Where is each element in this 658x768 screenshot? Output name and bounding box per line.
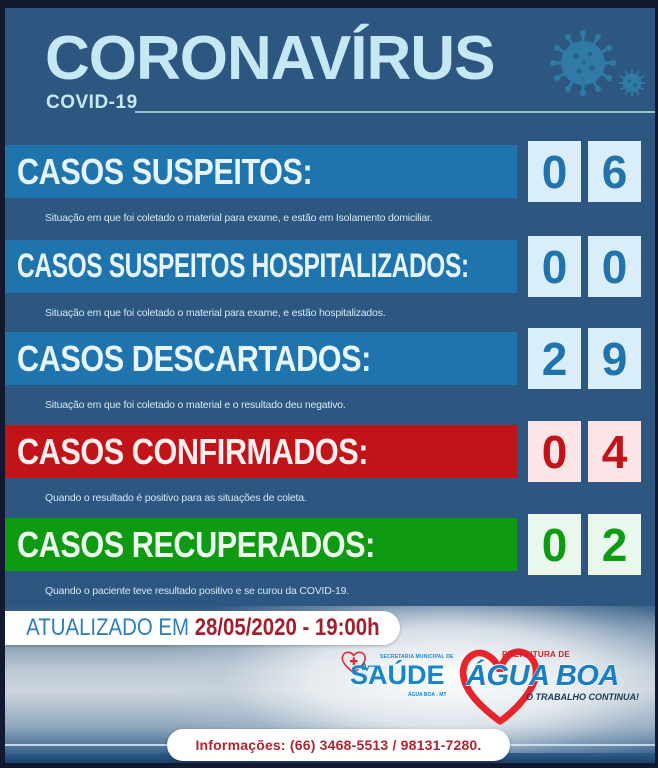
header-divider	[135, 111, 655, 113]
stat-label: CASOS SUSPEITOS:	[17, 150, 313, 192]
saude-top-text: SECRETARIA MUNICIPAL DE	[380, 654, 454, 660]
stat-description: Quando o paciente teve resultado positiv…	[45, 585, 349, 597]
digit-value: 4	[601, 425, 628, 478]
stat-bar: CASOS SUSPEITOS HOSPITALIZADOS:	[5, 240, 517, 293]
stat-bar: CASOS DESCARTADOS:	[5, 332, 517, 385]
updated-ribbon: ATUALIZADO EM 28/05/2020 - 19:00h	[5, 611, 400, 645]
heart-cross-pulse-icon	[341, 651, 378, 675]
stat-description: Situação em que foi coletado o material …	[45, 307, 386, 319]
digit-box: 0	[528, 421, 581, 482]
digit-box: 2	[588, 514, 641, 575]
stat-label: CASOS CONFIRMADOS:	[17, 430, 369, 472]
digit-value: 0	[541, 425, 568, 478]
digit-value: 2	[601, 518, 628, 571]
updated-label: ATUALIZADO EM	[25, 614, 195, 641]
digit-box: 0	[588, 236, 641, 297]
stat-bar: CASOS SUSPEITOS:	[5, 145, 517, 198]
digit-box: 4	[588, 421, 641, 482]
updated-value: 28/05/2020 - 19:00h	[194, 614, 380, 641]
stat-bar: CASOS CONFIRMADOS:	[5, 425, 517, 478]
prefeitura-top-text: PREFEITURA DE	[502, 650, 571, 659]
heart-outline-icon	[459, 648, 540, 725]
prefeitura-logo: PREFEITURA DE ÁGUA BOA O TRABALHO CONTIN…	[450, 634, 640, 732]
digit-box: 9	[588, 328, 641, 389]
stat-label: CASOS DESCARTADOS:	[17, 337, 371, 379]
page-subtitle: COVID-19	[46, 92, 138, 113]
stat-bar: CASOS RECUPERADOS:	[5, 518, 517, 571]
infographic-canvas: CORONAVÍRUS COVID-19	[5, 8, 655, 763]
saude-logo: SECRETARIA MUNICIPAL DE SAÚDE ÁGUA BOA -…	[340, 646, 455, 718]
digit-box: 0	[528, 236, 581, 297]
saude-title: SAÚDE	[350, 660, 445, 690]
digit-value: 6	[601, 145, 628, 198]
digit-box: 0	[528, 514, 581, 575]
prefeitura-title: ÁGUA BOA	[466, 660, 619, 692]
info-pill: Informações: (66) 3468-5513 / 98131-7280…	[167, 729, 510, 761]
info-phone-text: Informações: (66) 3468-5513 / 98131-7280…	[195, 737, 482, 753]
stat-description: Quando o resultado é positivo para as si…	[45, 492, 307, 504]
footer-section: ATUALIZADO EM 28/05/2020 - 19:00h SECRET…	[5, 606, 655, 753]
stat-description: Situação em que foi coletado o material …	[45, 399, 346, 411]
saude-bottom-text: ÁGUA BOA - MT	[408, 692, 447, 698]
digit-box: 0	[528, 141, 581, 202]
stat-description: Situação em que foi coletado o material …	[45, 212, 433, 224]
digit-box: 2	[528, 328, 581, 389]
digit-box: 6	[588, 141, 641, 202]
stat-label: CASOS SUSPEITOS HOSPITALIZADOS:	[17, 247, 469, 285]
prefeitura-slogan: O TRABALHO CONTINUA!	[526, 692, 639, 702]
digit-value: 0	[541, 240, 568, 293]
digit-value: 0	[601, 240, 628, 293]
stat-label: CASOS RECUPERADOS:	[17, 523, 375, 565]
updated-text: ATUALIZADO EM 28/05/2020 - 19:00h	[26, 614, 379, 642]
digit-value: 9	[601, 332, 628, 385]
virus-icon	[550, 30, 616, 96]
page-title: CORONAVÍRUS	[45, 24, 495, 93]
digit-value: 0	[541, 145, 568, 198]
digit-value: 0	[541, 518, 568, 571]
digit-value: 2	[541, 332, 568, 385]
virus-icon	[618, 69, 646, 97]
